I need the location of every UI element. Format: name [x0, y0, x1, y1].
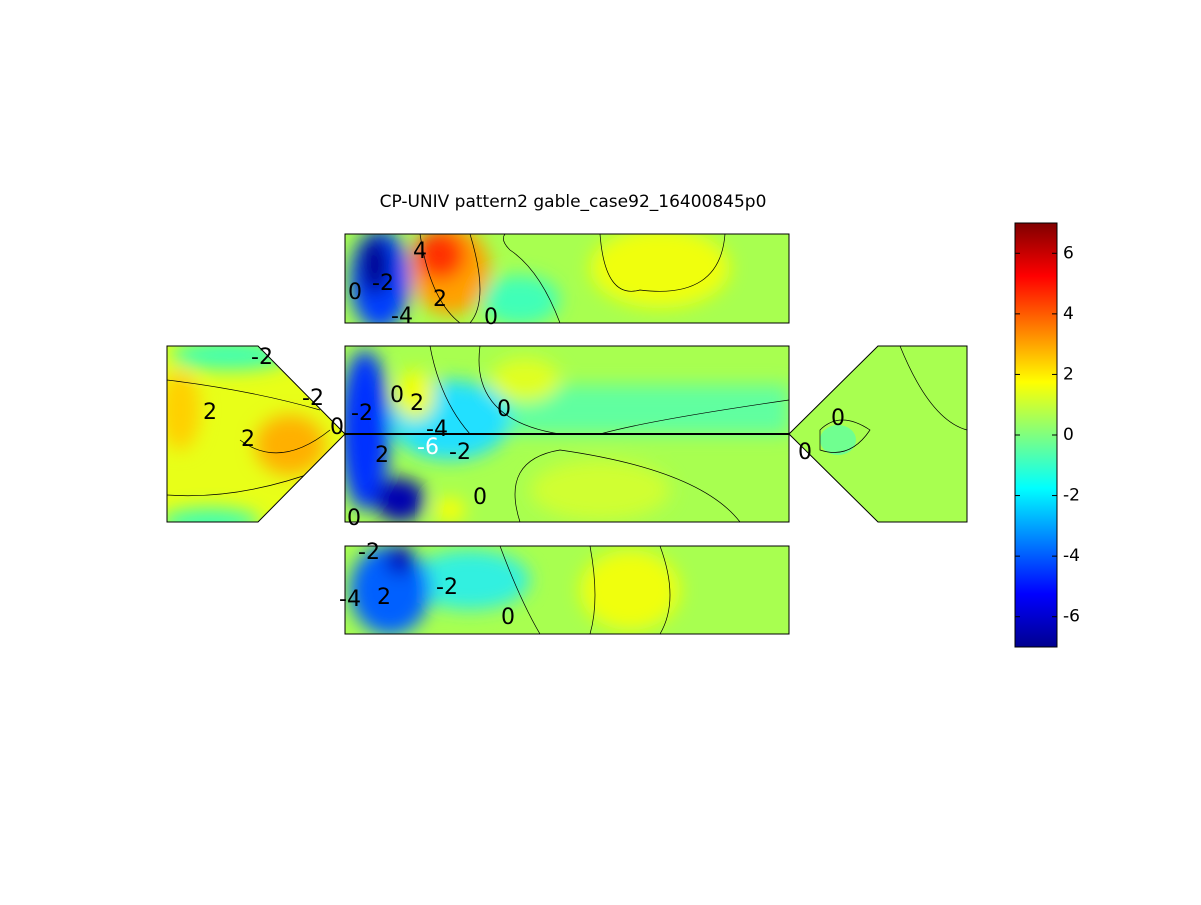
panel-right [789, 346, 967, 522]
colorbar-tick-label: -4 [1063, 546, 1080, 566]
colorbar [1014, 222, 1058, 648]
contour-label: 2 [433, 287, 447, 312]
contour-label: -2 [449, 440, 471, 465]
contour-label: -2 [436, 575, 458, 600]
contour-label: 4 [413, 239, 427, 264]
contour-label: -2 [351, 401, 373, 426]
contour-label: -2 [372, 271, 394, 296]
contour-label: 0 [497, 397, 511, 422]
contour-label: 0 [831, 406, 845, 431]
colorbar-tick-label: -6 [1063, 607, 1080, 627]
contour-label: 0 [501, 605, 515, 630]
contour-label: 0 [390, 383, 404, 408]
contour-label: 0 [348, 280, 362, 305]
contour-label: -4 [391, 304, 413, 329]
contour-label: -4 [339, 587, 361, 612]
contour-label: -4 [426, 417, 448, 442]
contour-labels: 4 -2 0 2 -4 0 -2 -2 2 2 0 0 2 0 -2 -6 -4… [203, 239, 845, 630]
colorbar-tick-label: 0 [1063, 425, 1074, 445]
contour-label: 2 [375, 443, 389, 468]
contour-label: 2 [410, 391, 424, 416]
panel-top [345, 234, 789, 323]
contour-label: 0 [798, 440, 812, 465]
colorbar-tick-label: 4 [1063, 304, 1074, 324]
colorbar-tick-label: 2 [1063, 364, 1074, 384]
contour-label: -6 [417, 435, 439, 460]
contour-label: -2 [302, 386, 324, 411]
contour-label: 2 [241, 427, 255, 452]
contour-label: 0 [473, 485, 487, 510]
contour-label: 0 [330, 415, 344, 440]
contour-label: 0 [347, 506, 361, 531]
contour-label: 2 [203, 400, 217, 425]
contour-label: -2 [251, 345, 273, 370]
contour-label: 2 [377, 585, 391, 610]
chart-title: CP-UNIV pattern2 gable_case92_16400845p0 [380, 192, 767, 212]
colorbar-tick-label: -2 [1063, 486, 1080, 506]
contour-label: 0 [484, 305, 498, 330]
panel-bottom [345, 546, 789, 634]
contour-label: -2 [358, 540, 380, 565]
colorbar-tick-label: 6 [1063, 243, 1074, 263]
